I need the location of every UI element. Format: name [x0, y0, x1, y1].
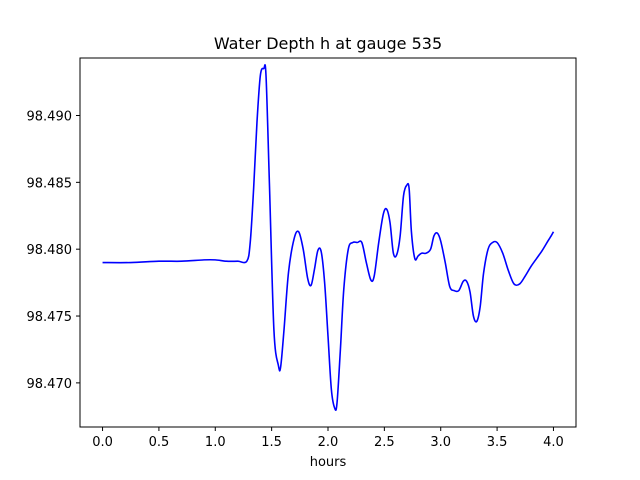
y-tick-label: 98.490 [27, 109, 73, 124]
x-tick-label: 4.0 [543, 435, 564, 450]
x-axis-ticks: 0.0 0.5 1.0 1.5 2.0 2.5 3.0 3.5 4.0 [92, 427, 564, 450]
x-tick-label: 1.5 [261, 435, 282, 450]
y-tick-label: 98.470 [27, 377, 73, 392]
y-axis-ticks: 98.470 98.475 98.480 98.485 98.490 [27, 109, 80, 392]
series-line-0 [102, 64, 555, 411]
y-tick-label: 98.480 [27, 243, 73, 258]
y-tick-label: 98.485 [27, 176, 73, 191]
x-tick-label: 0.5 [149, 435, 170, 450]
series-layer [102, 64, 555, 411]
x-tick-label: 2.5 [374, 435, 395, 450]
x-tick-label: 3.5 [487, 435, 508, 450]
y-tick-label: 98.475 [27, 310, 73, 325]
plot-background [80, 58, 576, 427]
x-tick-label: 2.0 [318, 435, 339, 450]
chart-title: Water Depth h at gauge 535 [214, 34, 442, 53]
plot-frame [79, 57, 577, 428]
x-axis-label: hours [310, 455, 347, 470]
x-tick-label: 1.0 [205, 435, 226, 450]
x-tick-label: 0.0 [92, 435, 113, 450]
x-tick-label: 3.0 [430, 435, 451, 450]
